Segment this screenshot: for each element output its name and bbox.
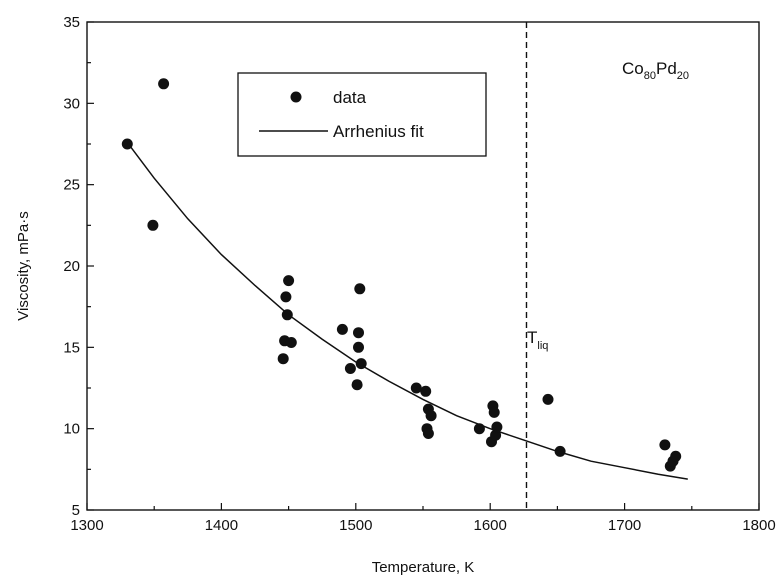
legend-data-label: data <box>333 88 367 107</box>
data-point <box>425 410 437 422</box>
liquidus-symbol: T <box>527 328 537 347</box>
data-point <box>659 439 671 451</box>
data-point <box>353 341 364 353</box>
data-point <box>280 291 292 303</box>
data-point <box>554 445 566 457</box>
x-tick-label: 1300 <box>70 517 103 534</box>
y-tick-label: 20 <box>63 258 80 275</box>
y-tick-label: 30 <box>63 95 80 112</box>
data-point <box>353 327 364 339</box>
plot-area <box>121 78 688 480</box>
legend-box <box>237 72 487 157</box>
x-tick-label: 1600 <box>474 517 507 534</box>
legend: data Arrhenius fit <box>237 72 487 157</box>
plot-frame <box>86 21 760 511</box>
x-tick-label: 1500 <box>339 517 372 534</box>
data-point <box>670 450 682 462</box>
data-point <box>283 275 295 287</box>
data-point <box>542 393 554 405</box>
composition-subscript-2: 20 <box>677 70 689 82</box>
y-axis-title: Viscosity, mPa·s <box>15 211 32 320</box>
composition-subscript-1: 80 <box>644 70 656 82</box>
x-tick-label: 1700 <box>608 517 641 534</box>
data-point <box>422 428 434 439</box>
data-point <box>490 429 502 441</box>
y-tick-label: 25 <box>63 177 80 194</box>
arrhenius-fit-line <box>126 141 688 480</box>
data-point <box>344 363 356 374</box>
y-tick-label: 5 <box>72 502 80 519</box>
composition-element-2: Pd <box>656 59 677 78</box>
liquidus-subscript: liq <box>537 340 548 352</box>
data-point <box>488 406 500 418</box>
composition-label: Co80Pd20 <box>622 59 689 82</box>
x-tick-label: 1800 <box>742 517 775 534</box>
x-axis-title: Temperature, K <box>372 559 475 576</box>
x-tick-label: 1400 <box>205 517 238 534</box>
data-point <box>351 379 363 391</box>
legend-fit-label: Arrhenius fit <box>333 122 424 141</box>
y-tick-label: 10 <box>63 421 80 438</box>
data-point <box>354 283 366 295</box>
data-point <box>420 385 432 397</box>
y-tick-label: 15 <box>63 339 80 356</box>
data-point <box>336 323 348 335</box>
data-point <box>147 219 159 231</box>
data-point <box>277 353 289 365</box>
data-point <box>410 382 422 394</box>
y-tick-label: 35 <box>63 14 80 31</box>
composition-element-1: Co <box>622 59 644 78</box>
data-point <box>158 78 170 90</box>
liquidus-label: Tliq <box>527 328 548 352</box>
axis-ticks: 1300 1400 1500 1600 1700 1800 5 10 15 20 25 30 35 <box>63 14 775 534</box>
data-point <box>285 337 297 348</box>
legend-data-marker <box>290 91 302 103</box>
